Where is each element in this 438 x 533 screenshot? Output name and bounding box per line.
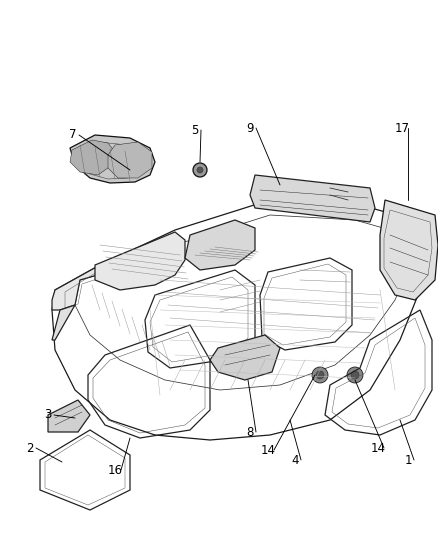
Circle shape: [193, 163, 207, 177]
Polygon shape: [250, 175, 375, 222]
Text: 9: 9: [246, 122, 254, 134]
Polygon shape: [48, 400, 90, 432]
Circle shape: [351, 371, 359, 379]
Text: 3: 3: [44, 408, 52, 422]
Polygon shape: [380, 200, 438, 300]
Polygon shape: [108, 142, 152, 178]
Text: 14: 14: [371, 441, 385, 455]
Text: 5: 5: [191, 124, 199, 136]
Polygon shape: [70, 140, 115, 175]
Text: 7: 7: [69, 128, 77, 141]
Polygon shape: [70, 135, 155, 183]
Polygon shape: [210, 335, 280, 380]
Polygon shape: [185, 220, 255, 270]
Text: 2: 2: [26, 441, 34, 455]
Circle shape: [197, 167, 203, 173]
Circle shape: [347, 367, 363, 383]
Text: 1: 1: [404, 454, 412, 466]
Polygon shape: [52, 265, 115, 310]
Circle shape: [312, 367, 328, 383]
Text: 14: 14: [261, 443, 276, 456]
Circle shape: [316, 371, 324, 379]
Text: 17: 17: [395, 122, 410, 134]
Text: 16: 16: [107, 464, 123, 477]
Polygon shape: [52, 305, 75, 340]
Text: 8: 8: [246, 425, 254, 439]
Text: 4: 4: [291, 454, 299, 466]
Polygon shape: [95, 232, 185, 290]
